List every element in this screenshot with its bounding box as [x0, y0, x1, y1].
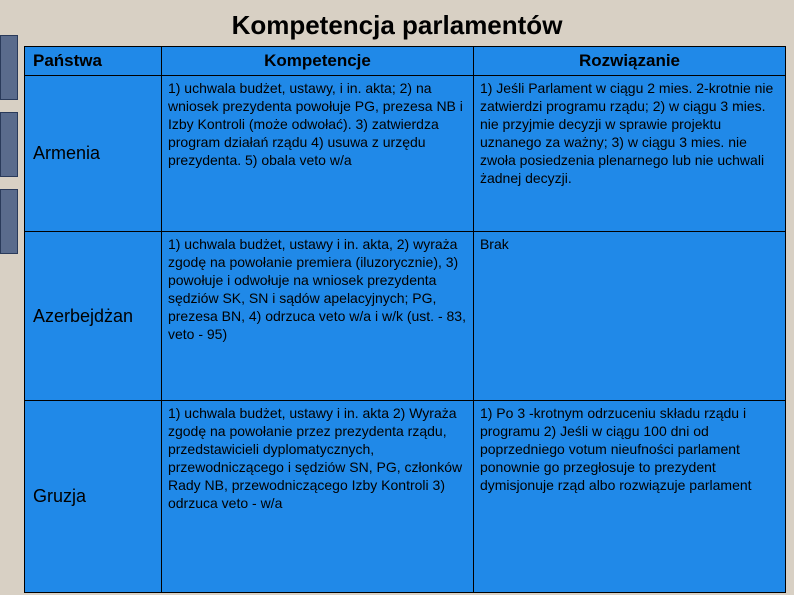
table-row: Gruzja 1) uchwala budżet, ustawy i in. a…: [25, 401, 786, 593]
side-tab: [0, 112, 18, 177]
table-row: Armenia 1) uchwala budżet, ustawy, i in.…: [25, 75, 786, 231]
header-country: Państwa: [25, 47, 162, 76]
cell-competencies: 1) uchwala budżet, ustawy i in. akta, 2)…: [161, 232, 473, 401]
cell-solution: 1) Po 3 -krotnym odrzuceniu składu rządu…: [473, 401, 785, 593]
cell-country: Gruzja: [25, 401, 162, 593]
side-tab: [0, 189, 18, 254]
cell-competencies: 1) uchwala budżet, ustawy, i in. akta; 2…: [161, 75, 473, 231]
table-row: Azerbejdżan 1) uchwala budżet, ustawy i …: [25, 232, 786, 401]
cell-competencies: 1) uchwala budżet, ustawy i in. akta 2) …: [161, 401, 473, 593]
cell-country: Armenia: [25, 75, 162, 231]
cell-country: Azerbejdżan: [25, 232, 162, 401]
competencies-table: Państwa Kompetencje Rozwiązanie Armenia …: [24, 46, 786, 593]
side-tabs: [0, 35, 22, 266]
header-competencies: Kompetencje: [161, 47, 473, 76]
table-header-row: Państwa Kompetencje Rozwiązanie: [25, 47, 786, 76]
cell-solution: 1) Jeśli Parlament w ciągu 2 mies. 2-kro…: [473, 75, 785, 231]
side-tab: [0, 35, 18, 100]
content-area: Państwa Kompetencje Rozwiązanie Armenia …: [24, 46, 786, 593]
page-title: Kompetencja parlamentów: [0, 0, 794, 49]
cell-solution: Brak: [473, 232, 785, 401]
header-solution: Rozwiązanie: [473, 47, 785, 76]
